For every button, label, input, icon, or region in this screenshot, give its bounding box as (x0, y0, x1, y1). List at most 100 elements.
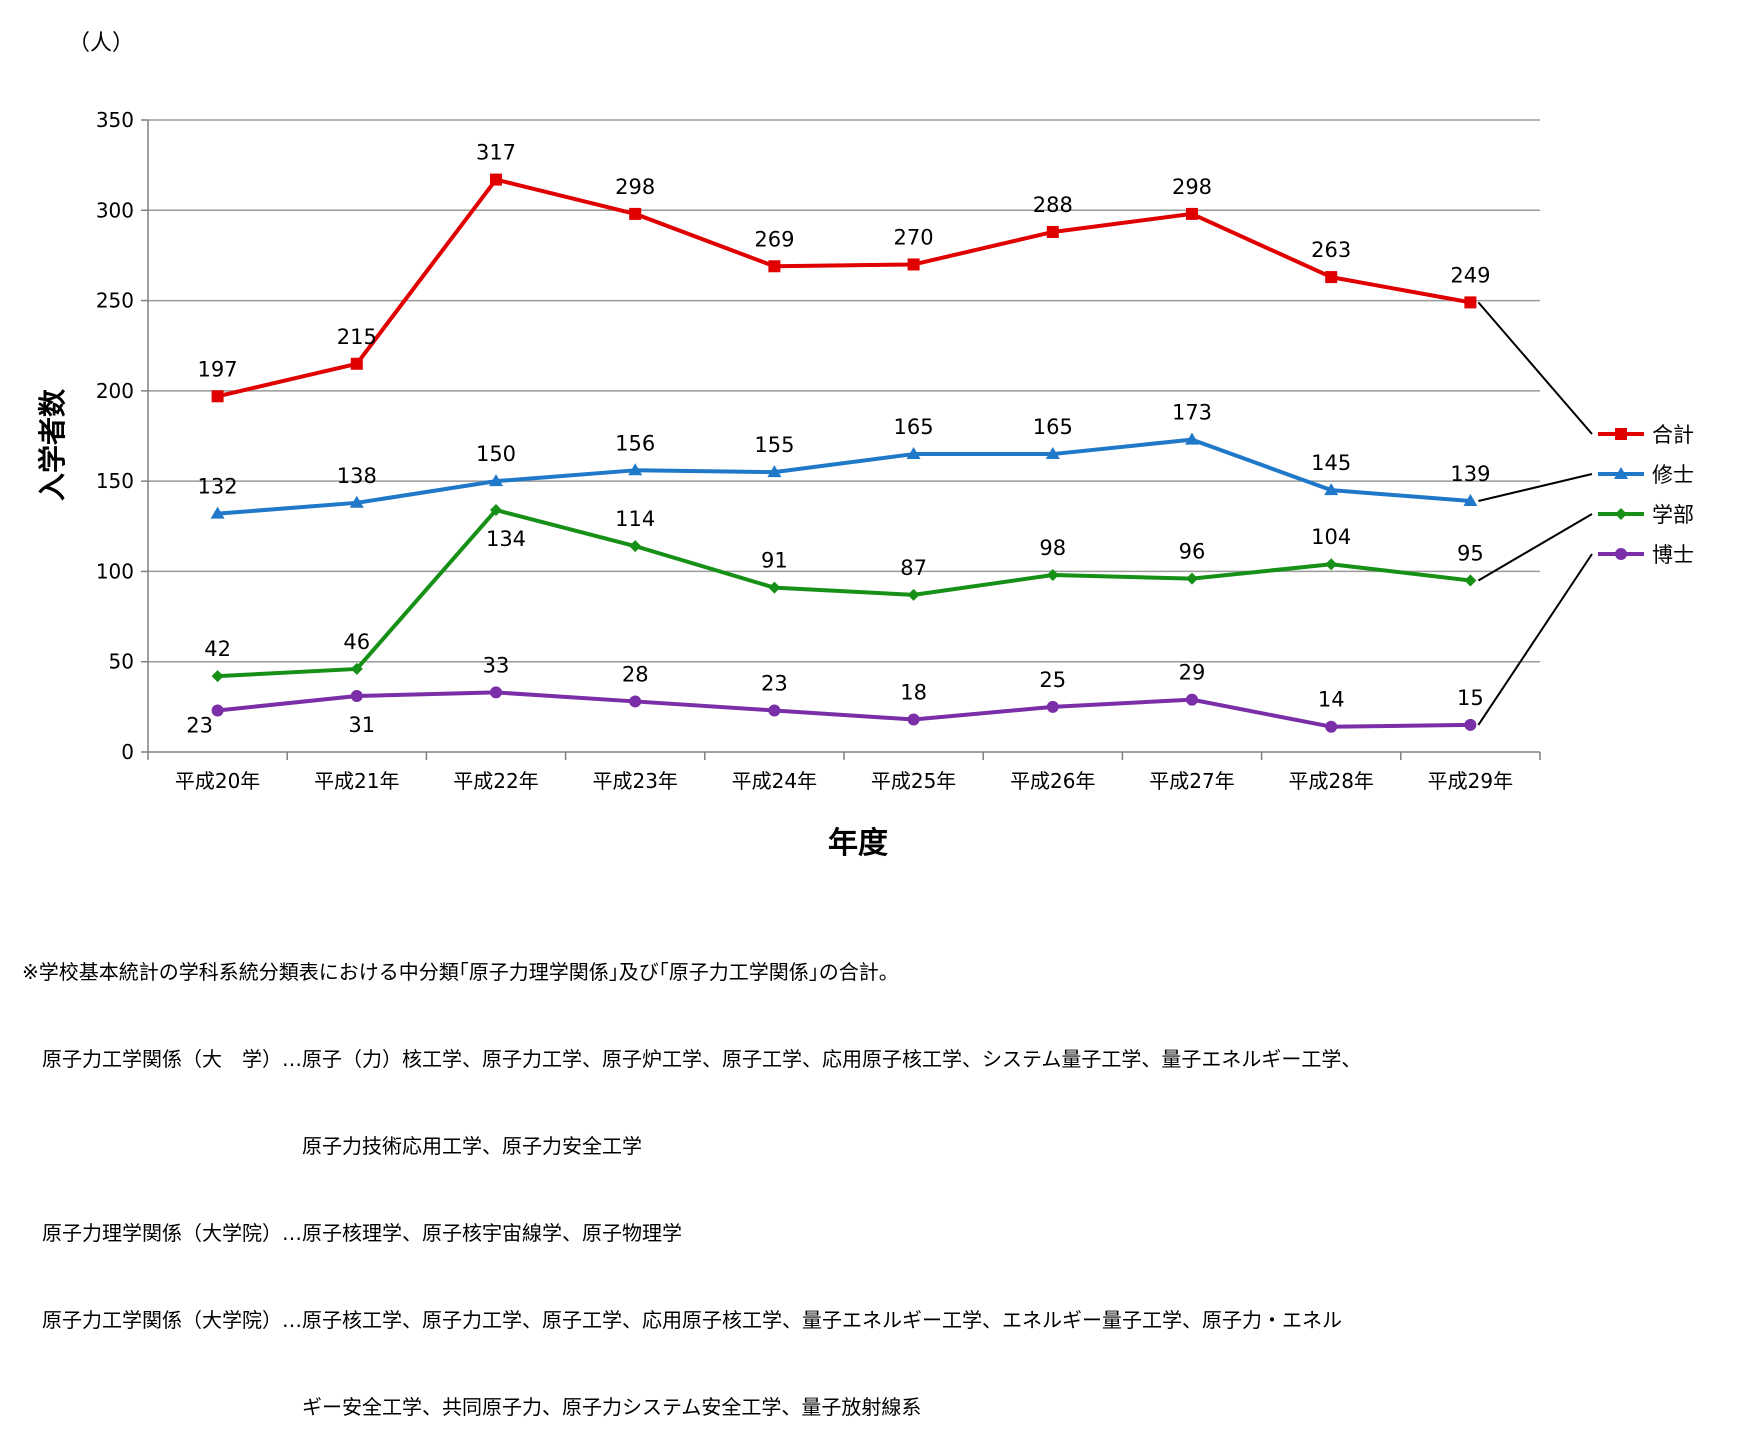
data-label: 134 (486, 527, 526, 551)
gridlines (148, 119, 1540, 663)
y-tick-label: 200 (96, 379, 134, 403)
data-point (629, 207, 642, 220)
data-label: 87 (900, 556, 927, 580)
legend-marker (1615, 508, 1627, 520)
footnote-line: 原子力技術応用工学、原子力安全工学 (22, 1134, 642, 1158)
footnote-line: 原子力理学関係（大学院）…原子核理学、原子核宇宙線学、原子物理学 (22, 1221, 682, 1245)
data-point (1046, 700, 1059, 713)
data-point (1325, 558, 1338, 571)
series-line (217, 508, 1471, 679)
series-line (217, 177, 1471, 399)
data-point (490, 173, 502, 186)
data-label: 15 (1457, 686, 1484, 710)
data-label: 132 (198, 475, 238, 499)
data-label: 14 (1318, 688, 1345, 712)
y-tick-label: 100 (96, 559, 134, 583)
data-point (1186, 693, 1198, 706)
data-point (490, 686, 502, 699)
legend-item: 学部 (1598, 503, 1694, 527)
unit-label: （人） (68, 31, 134, 56)
legend-leader-lines (1477, 301, 1593, 726)
data-label: 269 (754, 227, 794, 251)
series-学部 (211, 504, 1477, 683)
data-label: 249 (1450, 263, 1490, 287)
footnote-line: 原子力工学関係（大学院）…原子核工学、原子力工学、原子工学、応用原子核工学、量子… (22, 1308, 1342, 1332)
x-tick-label: 平成23年 (592, 769, 677, 793)
data-point (628, 463, 643, 476)
data-point (490, 504, 502, 517)
data-label: 95 (1457, 541, 1484, 565)
data-point (768, 581, 781, 594)
data-label: 138 (337, 464, 377, 488)
data-label: 165 (1033, 415, 1073, 439)
y-tick-label: 350 (96, 108, 134, 132)
leader-line (1477, 553, 1593, 726)
data-label: 98 (1039, 536, 1066, 560)
data-point (767, 465, 782, 478)
data-label: 18 (900, 680, 927, 704)
data-point (907, 713, 920, 726)
data-point (210, 506, 225, 519)
data-point (1045, 447, 1060, 460)
data-point (1186, 572, 1198, 585)
data-label: 173 (1172, 401, 1212, 425)
footnote-line: ※学校基本統計の学科系統分類表における中分類｢原子力理学関係｣及び｢原子力工学関… (22, 960, 899, 984)
x-tick-label: 平成25年 (871, 769, 956, 793)
leader-line (1478, 473, 1593, 502)
legend-item: 合計 (1598, 423, 1694, 447)
data-point (1464, 718, 1477, 731)
data-label: 215 (337, 325, 377, 349)
series-line (217, 437, 1471, 516)
data-point (768, 704, 781, 717)
data-label: 156 (615, 431, 655, 455)
data-label: 263 (1311, 238, 1351, 262)
data-point (1463, 494, 1478, 507)
data-point (907, 588, 920, 601)
data-point (907, 258, 920, 271)
data-label: 145 (1311, 451, 1351, 475)
legend-item: 修士 (1598, 463, 1694, 487)
footnotes: ※学校基本統計の学科系統分類表における中分類｢原子力理学関係｣及び｢原子力工学関… (22, 900, 1361, 1451)
y-axis-title: 入学者数 (36, 388, 69, 501)
data-label: 96 (1179, 540, 1206, 564)
data-point (1185, 432, 1199, 445)
series-修士 (210, 432, 1478, 519)
x-tick-label: 平成20年 (175, 769, 260, 793)
data-label: 298 (615, 175, 655, 199)
data-labels-group: 197 215 317 298 269 270 288 298 263 249 132 138 150 1… (186, 141, 1490, 738)
data-label: 288 (1033, 193, 1073, 217)
leader-line (1477, 301, 1593, 435)
y-tick-label: 150 (96, 469, 134, 493)
data-point (629, 695, 642, 708)
series-line (217, 690, 1471, 729)
data-label: 91 (761, 549, 788, 573)
data-point (1464, 296, 1477, 309)
data-label: 33 (483, 653, 510, 677)
data-point (768, 260, 781, 273)
x-tick-label: 平成21年 (314, 769, 399, 793)
data-label: 298 (1172, 175, 1212, 199)
y-tick-label: 250 (96, 289, 134, 313)
legend-marker (1615, 548, 1627, 560)
data-point (350, 662, 363, 675)
y-tick-label: 50 (109, 650, 134, 674)
data-point (350, 690, 363, 703)
y-tick-label: 0 (121, 740, 134, 764)
data-label: 165 (894, 415, 934, 439)
x-axis-title: 年度 (828, 826, 888, 861)
data-point (211, 670, 224, 683)
data-label: 104 (1311, 525, 1351, 549)
data-point (350, 357, 363, 370)
data-point (1464, 574, 1477, 587)
x-tick-label: 平成26年 (1010, 769, 1095, 793)
legend-label: 学部 (1652, 503, 1694, 527)
data-label: 46 (343, 630, 370, 654)
data-point (629, 540, 642, 553)
series-合計 (211, 173, 1477, 403)
data-label: 270 (894, 225, 934, 249)
data-label: 155 (754, 433, 794, 457)
data-label: 150 (476, 442, 516, 466)
legend-label: 合計 (1652, 423, 1694, 447)
data-point (489, 474, 503, 487)
